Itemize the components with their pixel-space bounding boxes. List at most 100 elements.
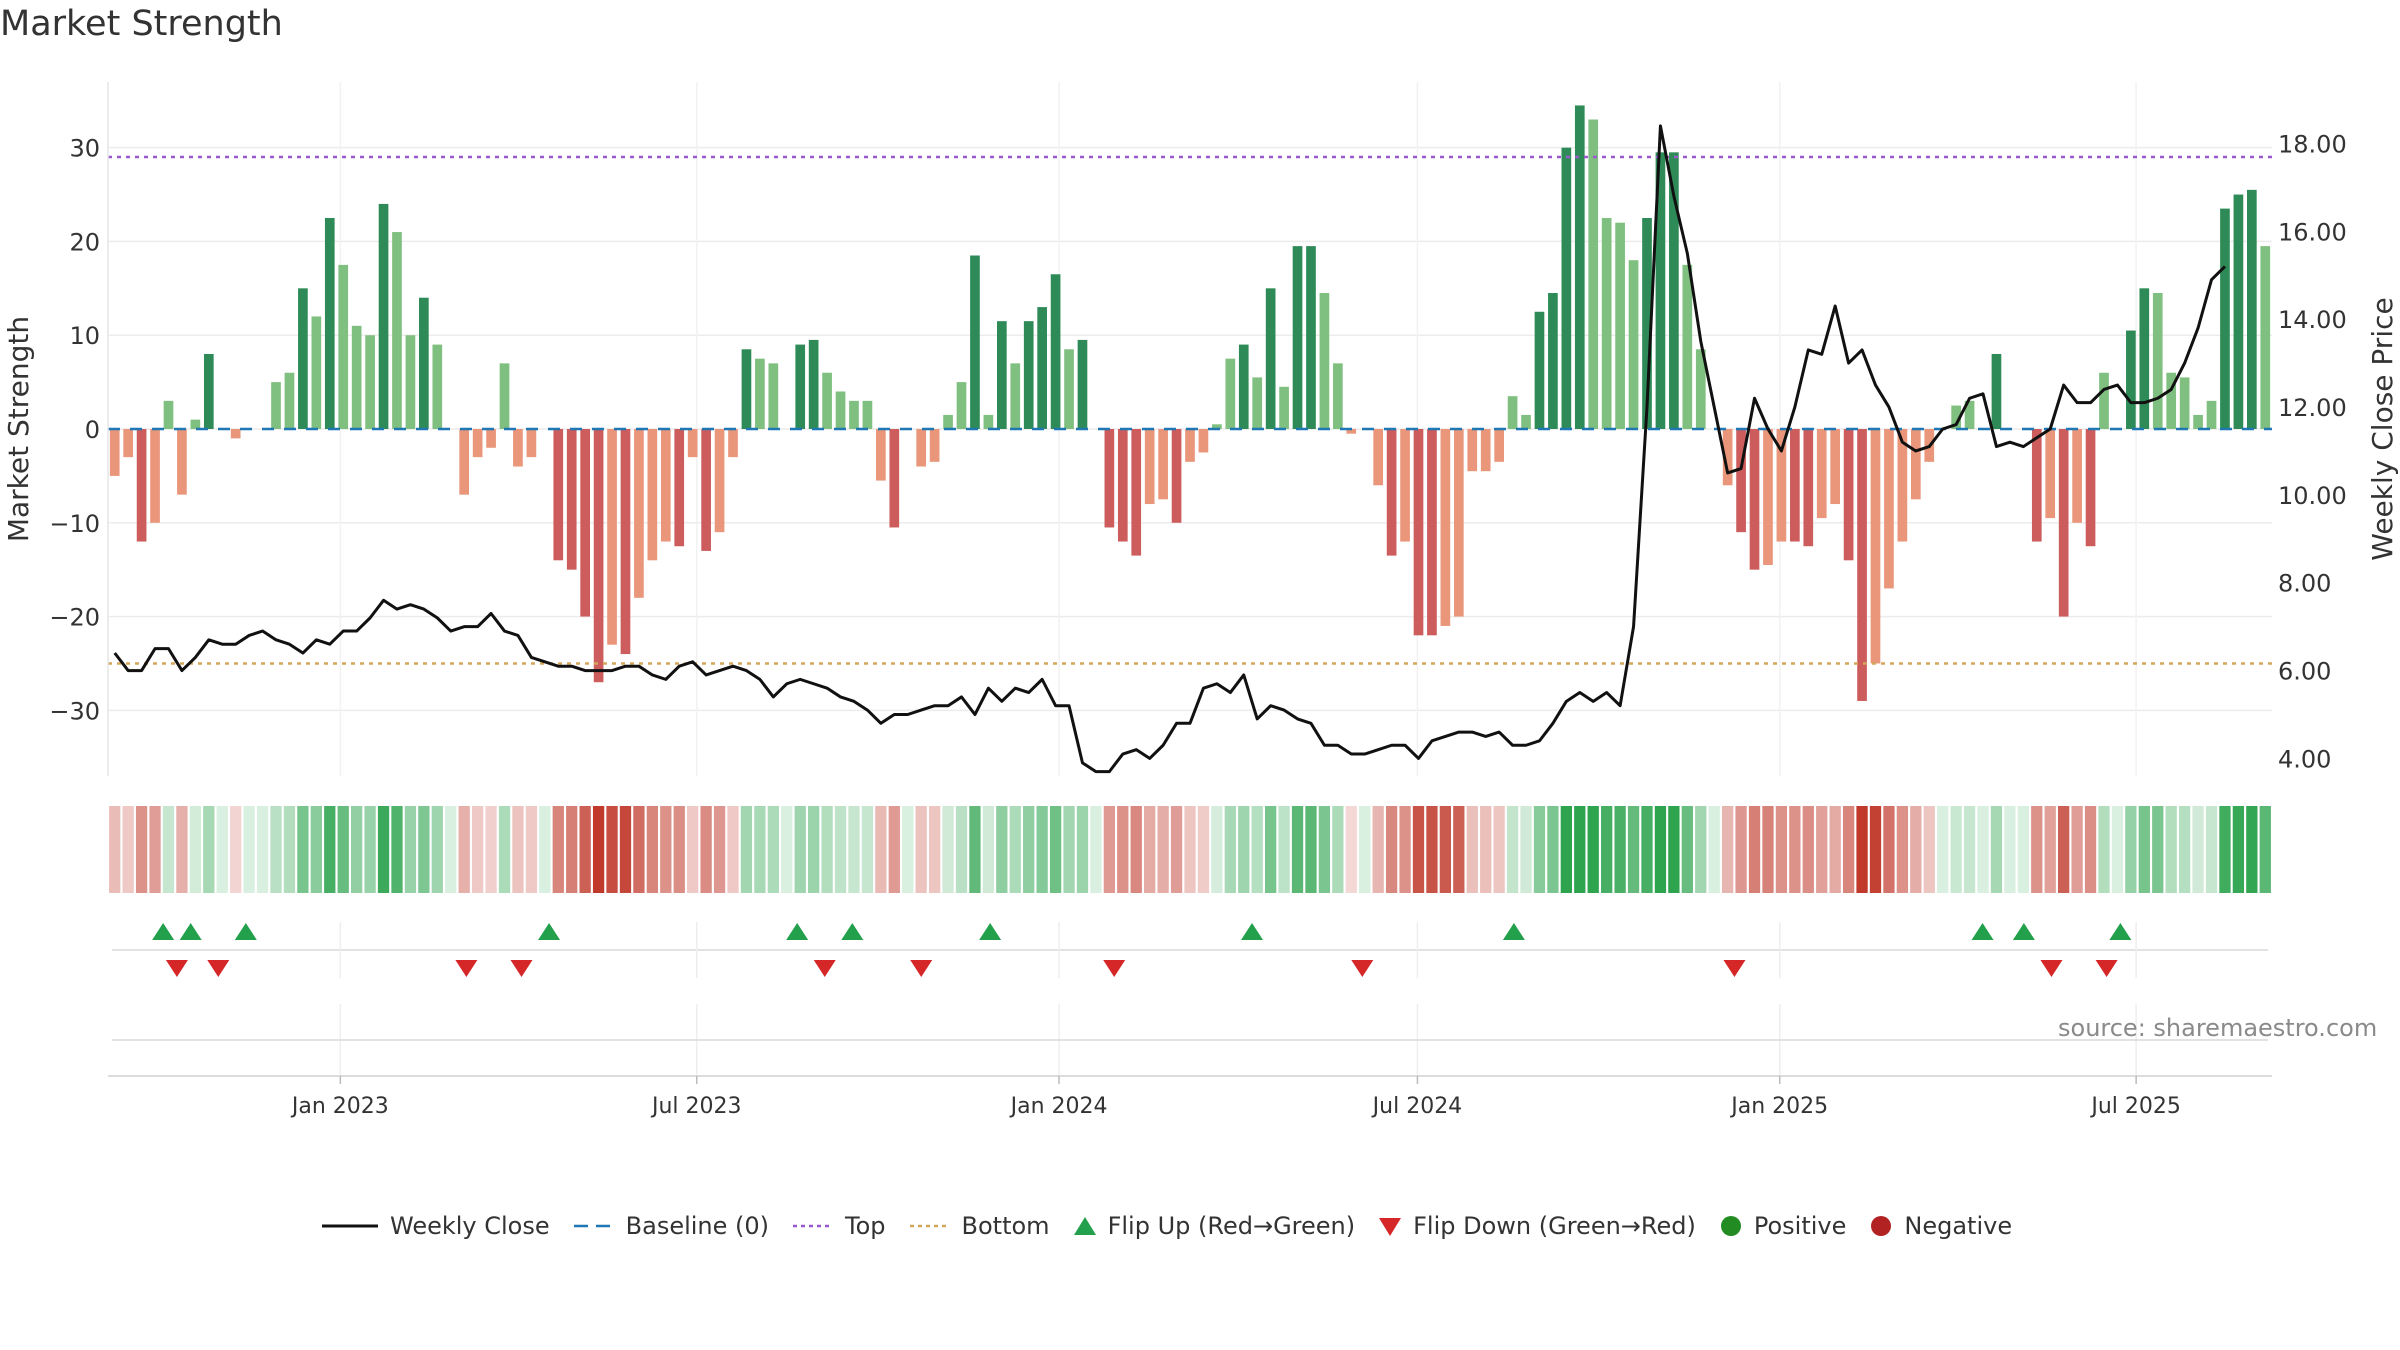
heat-cell <box>404 806 417 893</box>
heat-cell <box>1076 806 1089 893</box>
heat-cell <box>915 806 927 893</box>
strength-bar <box>1064 349 1074 429</box>
heat-cell <box>1990 806 2003 893</box>
strength-bar <box>741 349 752 429</box>
heat-cell <box>1896 806 1909 893</box>
y-tick-label: 0 <box>85 416 100 444</box>
strength-bar <box>1198 429 1209 453</box>
strength-bar <box>1171 429 1182 523</box>
strength-bar <box>1669 152 1679 429</box>
flip-up-marker <box>786 923 809 940</box>
heat-cell <box>794 806 806 893</box>
strength-bar <box>916 429 927 467</box>
heat-cell <box>1506 806 1519 893</box>
strength-bar <box>1306 246 1316 429</box>
heat-cell <box>1547 806 1559 893</box>
strength-bar <box>324 217 335 429</box>
strength-bar <box>284 372 295 429</box>
y2-tick-label: 16.00 <box>2278 218 2347 246</box>
strength-bar <box>808 339 819 429</box>
strength-bar <box>351 325 362 429</box>
heat-cell <box>270 806 282 893</box>
heat-cell <box>552 806 564 893</box>
strength-bar <box>513 429 523 467</box>
x-tick-label: Jul 2025 <box>2089 1094 2181 1119</box>
heat-cell <box>1211 806 1223 893</box>
strength-bar <box>271 382 281 429</box>
strength-bar <box>338 264 349 429</box>
strength-bar <box>1077 339 1088 429</box>
heat-cell <box>2246 806 2258 893</box>
x-tick-label: Jul 2023 <box>650 1094 742 1119</box>
legend-label: Weekly Close <box>390 1212 550 1240</box>
heat-cell <box>1291 806 1304 893</box>
strength-bar <box>2139 288 2150 429</box>
strength-bar <box>1238 344 1249 429</box>
heat-cell <box>888 806 900 893</box>
strength-bar <box>1158 429 1168 500</box>
y-tick-label: −20 <box>49 604 100 632</box>
strength-bar <box>499 363 510 429</box>
heat-cell <box>660 806 672 893</box>
heat-cell <box>633 806 645 893</box>
strength-bar <box>755 358 765 429</box>
strength-bar <box>2179 377 2190 429</box>
heat-cell <box>687 806 699 893</box>
heat-cell <box>1735 806 1747 893</box>
y-tick-label: −30 <box>49 697 100 725</box>
strength-bar <box>1561 147 1572 429</box>
strength-bar <box>620 429 631 655</box>
heat-cell <box>1654 806 1667 893</box>
strength-bar <box>486 429 496 448</box>
strength-bar <box>136 429 147 542</box>
strength-bar <box>1413 429 1424 636</box>
strength-bar <box>1117 429 1128 542</box>
strength-bar <box>1601 217 1612 429</box>
y2-tick-label: 14.00 <box>2278 306 2347 334</box>
strength-bar <box>1386 429 1397 556</box>
heat-cell <box>1937 806 1949 893</box>
heat-cell <box>1802 806 1814 893</box>
strength-bar <box>1346 429 1357 434</box>
heat-cell <box>458 806 470 893</box>
heat-cell <box>1816 806 1828 893</box>
heat-cell <box>324 806 336 893</box>
strength-bar <box>2260 246 2271 429</box>
x-tick-label: Jul 2024 <box>1371 1094 1463 1119</box>
strength-bar <box>566 429 577 570</box>
heat-cell <box>216 806 228 893</box>
heat-cell <box>364 806 376 893</box>
strength-bar <box>432 344 443 429</box>
strength-bar <box>190 419 201 429</box>
flip-up-marker <box>841 923 864 940</box>
strength-bar <box>1790 429 1800 542</box>
heat-cell <box>337 806 349 893</box>
flip-down-marker <box>1103 960 1126 977</box>
y2-tick-label: 12.00 <box>2278 394 2347 422</box>
page-title: Market Strength <box>0 4 283 44</box>
strength-bar <box>1534 311 1545 429</box>
heat-cell <box>1977 806 1989 893</box>
heat-cell <box>1614 806 1626 893</box>
strength-bar <box>1628 260 1639 429</box>
strength-bar <box>1319 293 1330 429</box>
heat-cell <box>754 806 766 893</box>
heat-cell <box>1426 806 1438 893</box>
heat-cell <box>1574 806 1586 893</box>
strength-bar <box>526 429 537 458</box>
heat-cell <box>2205 806 2218 893</box>
y2-axis-label: Weekly Close Price <box>2366 297 2399 560</box>
heat-cell <box>1842 806 1855 893</box>
strength-bar <box>472 429 483 458</box>
legend-item: Weekly Close <box>320 1212 550 1240</box>
legend-item: Flip Up (Red→Green) <box>1072 1212 1355 1240</box>
strength-bar <box>1816 429 1827 519</box>
legend-label: Baseline (0) <box>625 1212 770 1240</box>
heat-cell <box>781 806 793 893</box>
heat-cell <box>1359 806 1371 893</box>
line-dashed-icon <box>573 1224 614 1228</box>
strength-bar <box>1400 429 1410 542</box>
strength-bar <box>1830 429 1841 505</box>
heat-cell <box>2165 806 2177 893</box>
heat-cell <box>445 806 457 893</box>
